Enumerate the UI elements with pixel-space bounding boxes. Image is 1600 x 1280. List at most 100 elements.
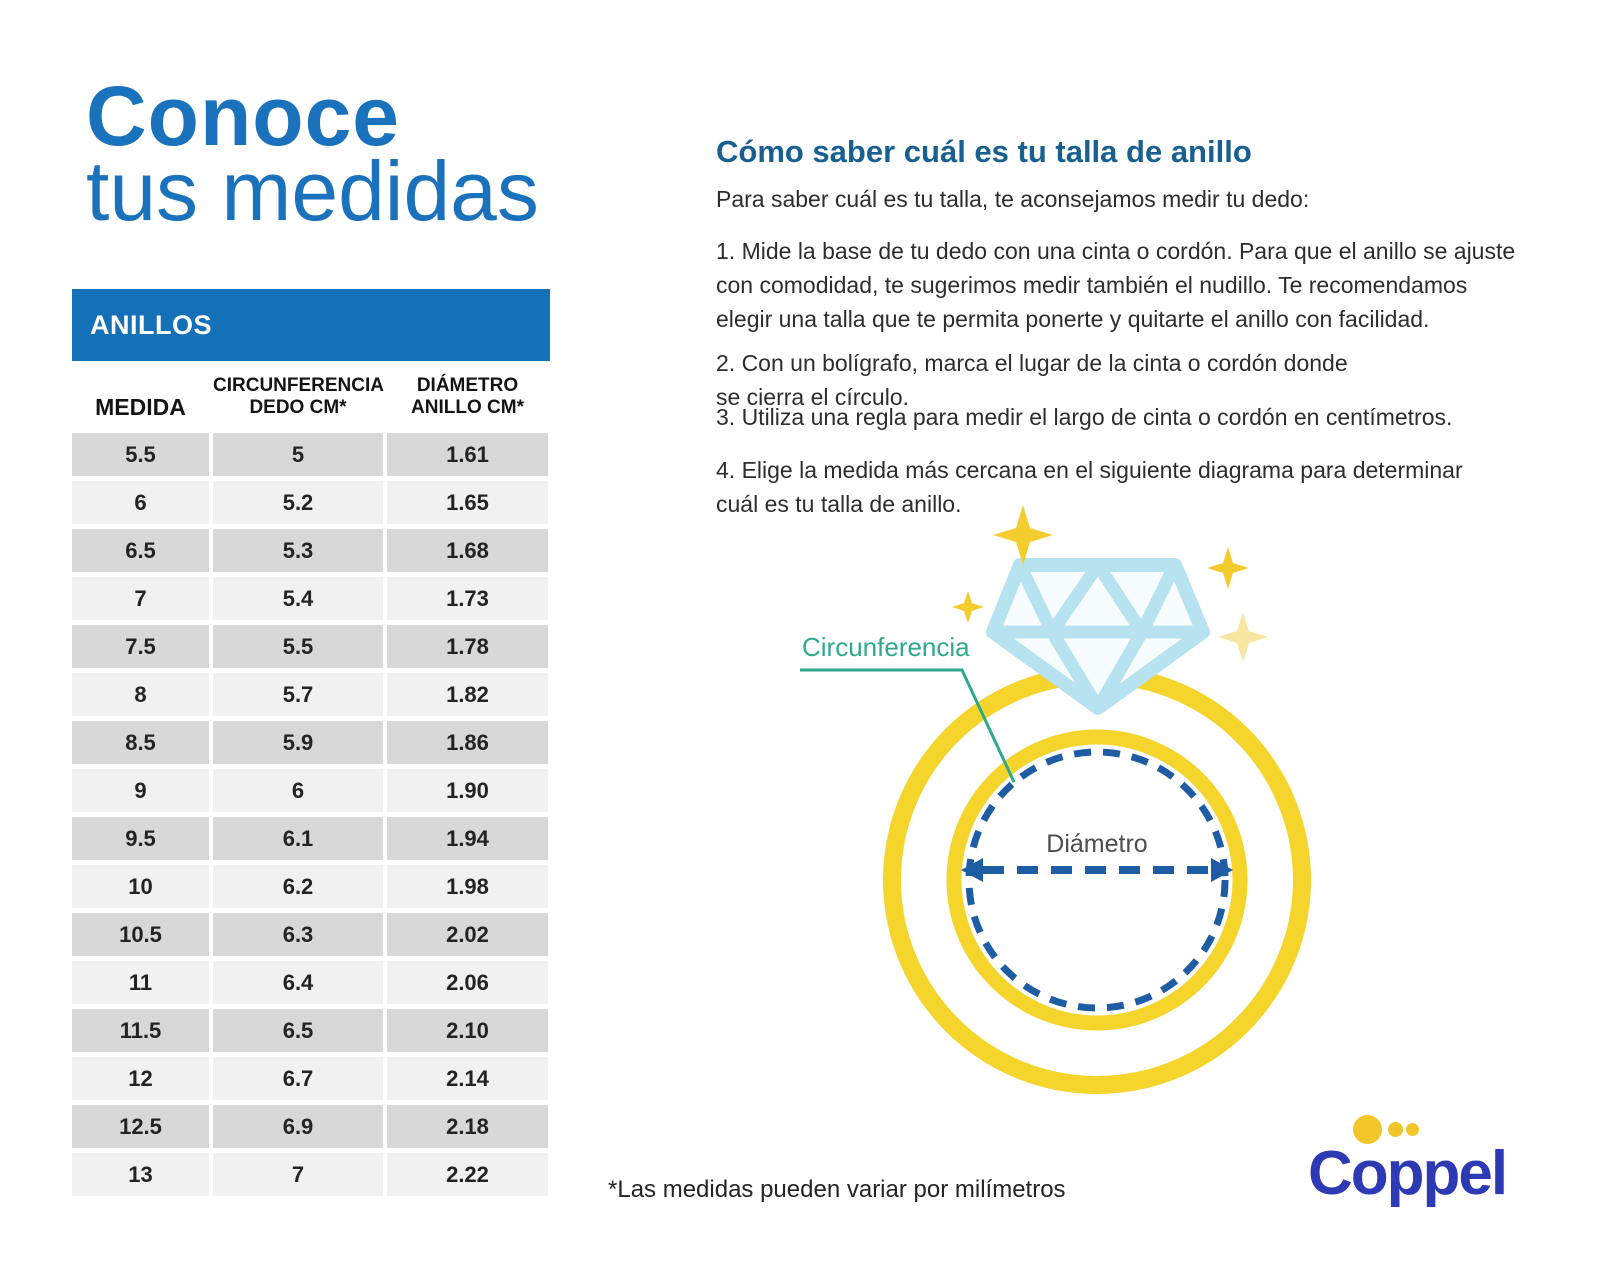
table-cell: 6.5 [213,1009,383,1052]
table-cell: 5.5 [213,625,383,668]
table-cell: 1.61 [387,433,548,476]
page-title: Conoce tus medidas [86,74,539,238]
ring-size-table: ANILLOS MEDIDA CIRCUNFERENCIA DEDO CM* D… [72,289,550,1201]
diamond-facets [986,558,1210,715]
table-cell: 12.5 [72,1105,209,1148]
table-cell: 1.98 [387,865,548,908]
table-cell: 2.22 [387,1153,548,1196]
table-row: 11 6.4 2.06 [72,961,550,1004]
table-row: 13 7 2.22 [72,1153,550,1196]
table-cell: 1.68 [387,529,548,572]
table-row: 7 5.4 1.73 [72,577,550,620]
table-cell: 6.9 [213,1105,383,1148]
circumference-dashed-circle [965,748,1229,1012]
table-cell: 5.4 [213,577,383,620]
logo-dot-icon [1353,1115,1382,1144]
table-cell: 5.7 [213,673,383,716]
sparkle-icon [952,591,984,623]
table-row: 12.5 6.9 2.18 [72,1105,550,1148]
table-row: 8 5.7 1.82 [72,673,550,716]
page-title-line-2: tus medidas [86,144,539,238]
table-row: 5.5 5 1.61 [72,433,550,476]
table-row: 10.5 6.3 2.02 [72,913,550,956]
table-cell: 11 [72,961,209,1004]
table-column-headers: MEDIDA CIRCUNFERENCIA DEDO CM* DIÁMETRO … [72,361,550,433]
diameter-label: Diámetro [1046,830,1147,858]
table-cell: 8 [72,673,209,716]
table-row: 6.5 5.3 1.68 [72,529,550,572]
instructions-intro: Para saber cuál es tu talla, te aconseja… [716,186,1310,212]
table-cell: 6.2 [213,865,383,908]
table-cell: 2.02 [387,913,548,956]
table-cell: 2.10 [387,1009,548,1052]
table-cell: 6.7 [213,1057,383,1100]
table-cell: 7 [213,1153,383,1196]
instruction-step-2: 2. Con un bolígrafo, marca el lugar de l… [716,350,1348,410]
table-cell: 5.9 [213,721,383,764]
diameter-arrowhead-right [1211,858,1233,882]
table-cell: 2.14 [387,1057,548,1100]
table-cell: 6 [213,769,383,812]
table-cell: 2.18 [387,1105,548,1148]
table-cell: 9.5 [72,817,209,860]
table-row: 10 6.2 1.98 [72,865,550,908]
sparkle-icon [993,505,1053,565]
table-cell: 5.5 [72,433,209,476]
table-cell: 8.5 [72,721,209,764]
footnote: *Las medidas pueden variar por milímetro… [608,1176,1066,1203]
diameter-arrowhead-left [961,858,983,882]
instruction-step-1: 1. Mide la base de tu dedo con una cinta… [716,238,1516,332]
table-cell: 6.1 [213,817,383,860]
table-cell: 7.5 [72,625,209,668]
logo-dot-icon [1406,1123,1419,1136]
table-cell: 10.5 [72,913,209,956]
ring-inner-circle [946,729,1248,1031]
sparkle-icon [1207,547,1249,589]
table-cell: 1.65 [387,481,548,524]
sparkle-icon [1218,612,1268,662]
table-row: 9 6 1.90 [72,769,550,812]
instruction-step-4: 4. Elige la medida más cercana en el sig… [716,457,1463,517]
instruction-step-3: 3. Utiliza una regla para medir el largo… [716,404,1453,430]
circumference-leader-line [800,668,1016,783]
circumference-label: Circunferencia [802,632,970,662]
table-cell: 1.94 [387,817,548,860]
logo-dot-icon [1388,1122,1403,1137]
table-row: 6 5.2 1.65 [72,481,550,524]
table-body: 5.5 5 1.61 6 5.2 1.65 6.5 5.3 1.68 7 5.4 1.73 7.5 5.5… [72,433,550,1196]
table-cell: 6.3 [213,913,383,956]
table-cell: 1.73 [387,577,548,620]
table-cell: 2.06 [387,961,548,1004]
column-header-circunferencia: CIRCUNFERENCIA DEDO CM* [213,375,384,418]
column-header-diametro: DIÁMETRO ANILLO CM* [411,375,524,418]
table-row: 8.5 5.9 1.86 [72,721,550,764]
instructions-heading: Cómo saber cuál es tu talla de anillo [716,134,1252,169]
table-cell: 1.86 [387,721,548,764]
table-title: ANILLOS [90,309,212,340]
table-row: 7.5 5.5 1.78 [72,625,550,668]
table-cell: 6.5 [72,529,209,572]
table-title-bar: ANILLOS [72,289,550,361]
column-header-medida: MEDIDA [95,394,186,420]
table-cell: 7 [72,577,209,620]
table-cell: 10 [72,865,209,908]
table-cell: 9 [72,769,209,812]
table-cell: 11.5 [72,1009,209,1052]
table-cell: 1.78 [387,625,548,668]
table-cell: 13 [72,1153,209,1196]
ring-diagram: Circunferencia Diámetro [800,505,1311,1094]
table-row: 11.5 6.5 2.10 [72,1009,550,1052]
table-row: 9.5 6.1 1.94 [72,817,550,860]
table-cell: 6.4 [213,961,383,1004]
table-cell: 6 [72,481,209,524]
coppel-logo: Coppel [1300,1098,1510,1218]
table-row: 12 6.7 2.14 [72,1057,550,1100]
table-cell: 12 [72,1057,209,1100]
table-cell: 5.2 [213,481,383,524]
logo-wordmark: Coppel [1308,1139,1508,1208]
table-cell: 5 [213,433,383,476]
table-cell: 5.3 [213,529,383,572]
table-cell: 1.90 [387,769,548,812]
table-cell: 1.82 [387,673,548,716]
